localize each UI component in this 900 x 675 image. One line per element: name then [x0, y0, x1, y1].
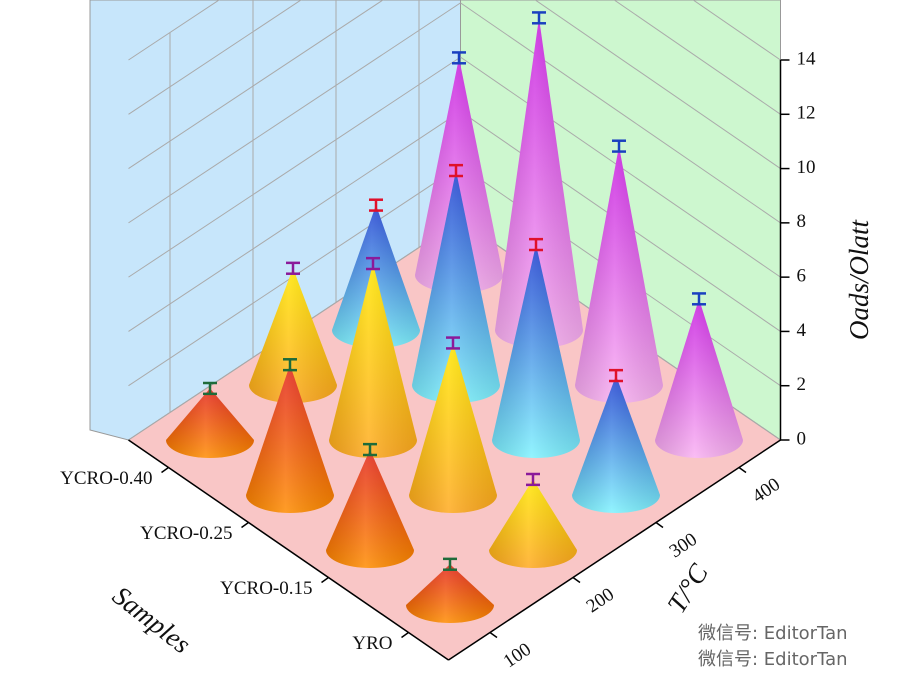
cone-shade: [575, 146, 663, 403]
error-bar: [366, 256, 380, 271]
error-bar: [529, 237, 543, 252]
cone-group: [409, 336, 497, 513]
grid-line: [128, 0, 384, 169]
cone-shade: [495, 17, 583, 348]
cone-shade: [166, 388, 254, 458]
y-tick: [738, 466, 747, 474]
error-bar: [452, 51, 466, 65]
cone-group: [655, 292, 743, 458]
error-bar: [369, 198, 383, 212]
error-bar: [526, 472, 540, 487]
x-tick-label: YCRO-0.25: [140, 523, 232, 544]
y-tick-label: 400: [749, 474, 784, 507]
error-bar: [446, 336, 460, 350]
cone-shade: [412, 170, 500, 403]
grid-line: [692, 0, 781, 61]
grid-line: [128, 111, 461, 332]
grid-line: [128, 56, 461, 278]
cone-shade: [655, 298, 743, 458]
cone-group: [495, 11, 583, 348]
y-axis-title: T/°C: [661, 558, 714, 618]
x-tick: [161, 466, 169, 474]
x-axis-title: Samples: [107, 580, 196, 659]
y-tick-label: 200: [583, 584, 618, 617]
error-bar: [443, 557, 457, 571]
y-tick-label: 300: [666, 529, 701, 562]
x-tick: [401, 631, 409, 639]
watermark: 微信号: EditorTan: [698, 623, 848, 644]
grid-line: [460, 2, 781, 224]
y-tick: [489, 631, 498, 639]
z-tick-label: 8: [797, 211, 807, 232]
cone-shade: [246, 364, 334, 513]
cone-shade: [572, 375, 660, 513]
cone-group: [489, 472, 577, 568]
z-tick-label: 0: [797, 428, 807, 449]
x-tick-label: YRO: [352, 633, 392, 654]
y-tick-label: 100: [500, 639, 535, 672]
cone-shade: [406, 564, 494, 623]
z-tick-label: 2: [797, 374, 807, 395]
cone-group: [326, 442, 414, 568]
y-tick: [655, 521, 664, 529]
grid-line: [128, 0, 220, 61]
y-tick: [572, 576, 581, 584]
error-bar: [203, 381, 217, 396]
cone-shade: [489, 479, 577, 568]
cone-shade: [409, 343, 497, 513]
z-tick-label: 14: [797, 48, 817, 69]
cone-group: [412, 163, 500, 403]
cone-shade: [329, 263, 417, 458]
error-bar: [363, 442, 377, 457]
error-bar: [449, 163, 463, 178]
z-tick-label: 10: [797, 157, 816, 178]
error-bar: [612, 139, 626, 153]
cone-group: [246, 358, 334, 513]
cone-shade: [492, 244, 580, 458]
error-bar: [283, 358, 297, 372]
error-bar: [692, 292, 706, 306]
grid-line: [128, 0, 302, 115]
z-axis-title: Oads/Olatt: [844, 218, 874, 340]
cone-group: [572, 368, 660, 513]
cone-group: [249, 261, 337, 403]
cone-group: [329, 256, 417, 458]
z-tick-label: 6: [797, 266, 807, 287]
cone-group: [575, 139, 663, 403]
x-axis: [128, 439, 449, 661]
x-tick: [321, 576, 329, 584]
cone-shade: [249, 268, 337, 403]
grid-line: [534, 0, 781, 169]
cone-group: [166, 381, 254, 458]
error-bar: [609, 368, 623, 383]
x-tick-label: YCRO-0.15: [220, 578, 312, 599]
x-tick: [241, 521, 249, 529]
watermark: 微信号: EditorTan: [698, 649, 848, 670]
y-axis: [448, 439, 781, 661]
grid-line: [128, 2, 461, 224]
cone-group: [492, 237, 580, 458]
error-bar: [286, 261, 300, 275]
z-tick-label: 4: [797, 320, 807, 341]
z-tick-label: 12: [797, 103, 816, 124]
cone-group: [406, 557, 494, 623]
cones: [166, 11, 743, 623]
x-tick-label: YCRO-0.40: [60, 468, 152, 489]
grid-line: [613, 0, 781, 115]
cone-shade: [326, 449, 414, 568]
error-bar: [532, 11, 546, 25]
